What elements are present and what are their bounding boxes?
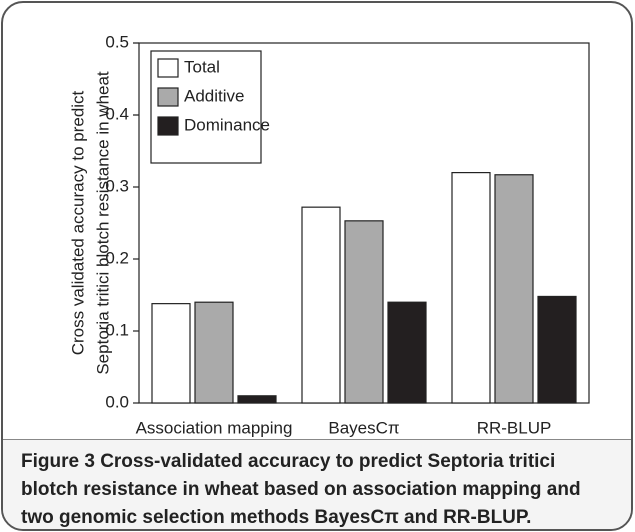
bar [194,301,234,404]
bar [237,395,277,404]
x-tick-label: RR-BLUP [477,418,552,437]
bar [344,220,384,404]
bar [537,295,577,404]
legend-swatch [157,116,179,136]
bar [151,303,191,404]
y-axis-label: Cross validated accuracy to predict [68,90,87,355]
y-tick-label: 0.0 [105,392,129,411]
y-axis-label: Septoria tritici blotch resistance in wh… [93,71,112,375]
x-tick-label: Association mapping [136,418,293,437]
bar [301,206,341,404]
y-tick-label: 0.2 [105,248,129,267]
x-tick-label: BayesCπ [328,418,399,437]
y-tick-label: 0.5 [105,32,129,51]
legend-swatch [157,58,179,78]
figure-label: Figure 3 [21,451,95,472]
bar [494,174,534,404]
legend-label: Dominance [184,115,270,134]
legend-label: Additive [184,86,244,105]
legend-swatch [157,87,179,107]
caption: Cross-validated accuracy to predict Sept… [21,451,581,528]
chart: 0.0 0.1 0.2 0.3 0.4 0.5 Cross validated accura… [68,32,590,437]
legend-label: Total [184,57,220,76]
y-tick-label: 0.4 [105,104,129,123]
caption-box: Figure 3 Cross-validated accuracy to pre… [3,439,631,529]
y-tick-label: 0.1 [105,320,129,339]
bar [387,301,427,404]
legend-box [150,50,262,164]
y-tick-label: 0.3 [105,176,129,195]
bar [451,172,491,404]
